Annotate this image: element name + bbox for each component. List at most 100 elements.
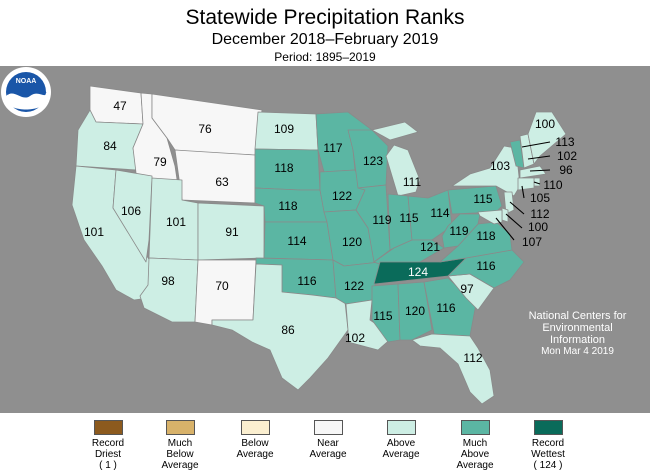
state-NJ — [503, 191, 515, 215]
rank-NY: 103 — [490, 159, 510, 173]
rank-GA: 116 — [436, 301, 455, 315]
credit-date: Mon Mar 4 2019 — [541, 346, 614, 357]
rank-MO: 120 — [342, 235, 362, 249]
legend-much-below: Much Below Average — [140, 420, 220, 471]
rank-ID: 79 — [153, 155, 167, 169]
legend-swatch-record-driest — [93, 420, 123, 435]
legend-record-wettest-line3: ( 124 ) — [533, 460, 563, 471]
state-ME — [527, 111, 567, 165]
legend-swatch-much-below — [165, 420, 195, 435]
rank-DE: 100 — [528, 220, 548, 234]
rank-ME: 100 — [535, 117, 555, 131]
us-map-svg: 47 84 101 79 106 76 63 101 91 98 70 109 … — [71, 85, 577, 405]
credit-line-1: National Centers for — [528, 310, 627, 322]
legend-near: Near Average — [288, 420, 368, 460]
rank-SC: 97 — [460, 282, 474, 296]
rank-WA: 47 — [113, 99, 127, 113]
rank-AZ: 98 — [161, 274, 175, 288]
rank-ND: 109 — [274, 122, 294, 136]
rank-MA: 96 — [559, 163, 573, 177]
rank-NE: 118 — [278, 199, 297, 213]
legend-above-line1: Above — [386, 438, 416, 449]
state-MA — [519, 165, 547, 179]
rank-TN: 124 — [408, 265, 428, 279]
rank-VT: 113 — [555, 135, 574, 149]
state-WV — [441, 213, 481, 249]
map-subtitle: December 2018–February 2019 — [211, 31, 439, 48]
legend-much-above-line3: Average — [456, 460, 494, 471]
legend-swatch-below — [240, 420, 270, 435]
map-title: Statewide Precipitation Ranks — [185, 6, 465, 29]
rank-NJ: 112 — [530, 207, 549, 221]
rank-CA: 101 — [84, 225, 104, 239]
rank-NV: 106 — [121, 204, 141, 218]
legend-record-wettest-line1: Record — [531, 438, 565, 449]
legend-below: Below Average — [215, 420, 295, 460]
rank-AL: 120 — [405, 304, 425, 318]
rank-SD: 118 — [274, 161, 293, 175]
state-MI — [371, 121, 421, 197]
legend-below-line2: Average — [236, 449, 274, 460]
rank-MI: 111 — [403, 175, 422, 189]
rank-CT: 105 — [530, 191, 550, 205]
rank-UT: 101 — [166, 215, 186, 229]
legend-near-line2: Average — [309, 449, 347, 460]
legend-swatch-above — [386, 420, 416, 435]
period-label: Period: 1895–2019 — [274, 50, 376, 64]
rank-WY: 63 — [215, 175, 229, 189]
legend-swatch-near — [313, 420, 343, 435]
legend-swatch-record-wettest — [533, 420, 563, 435]
legend-much-above: Much Above Average — [435, 420, 515, 471]
rank-MS: 115 — [373, 309, 392, 323]
legend: Record Driest ( 1 ) Much Below Average B… — [0, 413, 650, 475]
rank-IL: 119 — [372, 213, 391, 227]
rank-WV: 119 — [449, 224, 468, 238]
state-IL — [355, 184, 391, 263]
legend-much-below-line3: Average — [161, 460, 199, 471]
rank-KS: 114 — [287, 234, 306, 248]
map-header: Statewide Precipitation Ranks December 2… — [0, 0, 650, 66]
us-map: 47 84 101 79 106 76 63 101 91 98 70 109 … — [0, 66, 650, 413]
rank-OR: 84 — [103, 139, 117, 153]
rank-IN: 115 — [399, 211, 418, 225]
noaa-logo-icon: NOAA — [1, 67, 51, 117]
rank-NC: 116 — [476, 259, 495, 273]
rank-TX: 86 — [281, 323, 295, 337]
legend-near-line1: Near — [317, 438, 339, 449]
rank-MT: 76 — [198, 122, 212, 136]
state-FL — [411, 333, 495, 405]
legend-below-line1: Below — [241, 438, 269, 449]
legend-above: Above Average — [361, 420, 441, 460]
credit-line-3: Information — [549, 334, 606, 346]
rank-RI: 110 — [543, 178, 562, 192]
rank-VA: 118 — [476, 229, 495, 243]
rank-MD: 107 — [522, 235, 542, 249]
legend-record-driest-line3: ( 1 ) — [99, 460, 117, 471]
rank-NH: 102 — [557, 149, 577, 163]
state-NV — [112, 169, 153, 263]
rank-AR: 122 — [344, 279, 364, 293]
state-PA — [447, 185, 503, 215]
legend-record-wettest-line2: Wettest — [531, 449, 565, 460]
state-MD — [477, 209, 503, 225]
rank-KY: 121 — [420, 240, 440, 254]
legend-much-above-line1: Much — [462, 438, 488, 449]
legend-above-line2: Average — [382, 449, 420, 460]
rank-OK: 116 — [297, 274, 316, 288]
legend-much-below-line2: Below — [166, 449, 194, 460]
rank-LA: 102 — [345, 331, 365, 345]
state-TX — [211, 263, 349, 391]
credit-block: National Centers for Environmental Infor… — [515, 310, 640, 358]
legend-record-wettest: Record Wettest ( 124 ) — [508, 420, 588, 471]
rank-NM: 70 — [215, 279, 229, 293]
rank-FL: 112 — [463, 351, 482, 365]
rank-WI: 123 — [363, 154, 383, 168]
legend-swatch-much-above — [460, 420, 490, 435]
credit-line-2: Environmental — [542, 322, 613, 334]
state-CT — [517, 177, 535, 191]
state-MS — [371, 283, 401, 343]
state-AZ — [139, 257, 199, 323]
rank-PA: 115 — [473, 192, 492, 206]
state-AL — [397, 281, 433, 341]
legend-record-driest: Record Driest ( 1 ) — [68, 420, 148, 471]
